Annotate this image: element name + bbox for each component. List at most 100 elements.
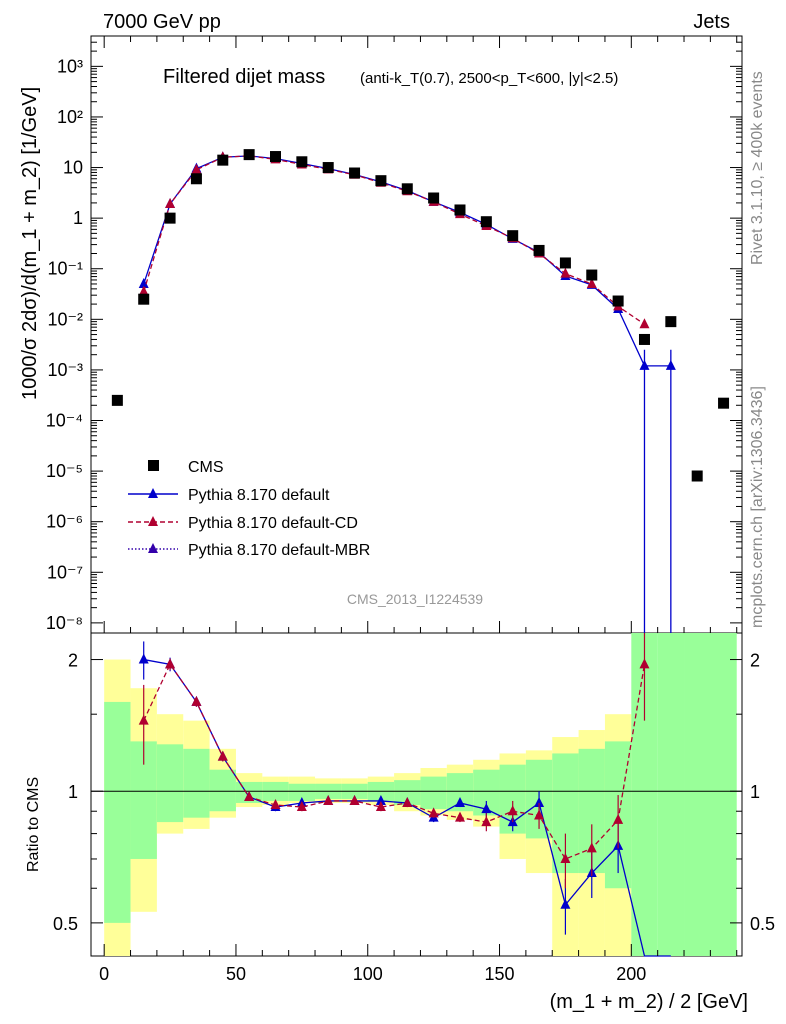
cms-point [480, 216, 492, 228]
ratio-series-point [270, 798, 281, 809]
ratio-series-point [165, 658, 176, 669]
legend-mbr-label: Pythia 8.170 default-MBR [188, 542, 370, 559]
ratio-series-point [138, 714, 149, 725]
cms-point [559, 257, 571, 269]
y-tick-label: 10⁻² [47, 309, 83, 329]
y-tick-label: 10⁻³ [47, 360, 83, 380]
series-point [138, 285, 149, 296]
ratio-series-point [454, 811, 465, 822]
y-tick-label: 10⁻⁸ [46, 613, 83, 633]
ratio-frame [90, 632, 743, 957]
band-green [288, 783, 316, 801]
ratio-y-axis-label: Ratio to CMS [25, 777, 42, 872]
header-right: Jets [693, 11, 730, 33]
ratio-tick-label-right: 2 [750, 651, 760, 671]
ratio-series-point [323, 794, 334, 805]
rivet-label: Rivet 3.1.10, ≥ 400k events [749, 71, 766, 265]
y-tick-label: 10⁻⁵ [46, 461, 83, 481]
cms-point [533, 244, 545, 256]
ratio-tick-label-right: 1 [750, 782, 760, 802]
legend-default-marker [148, 488, 158, 498]
mcplots-label: mcplots.cern.ch [arXiv:1306.3436] [749, 386, 766, 628]
ratio-series-point [534, 796, 545, 807]
band-green [156, 744, 184, 823]
cms-point [507, 230, 519, 242]
x-axis-label: (m_1 + m_2) / 2 [GeV] [550, 991, 748, 1013]
ratio-series-point [244, 791, 255, 802]
cms-point [691, 470, 703, 482]
y-tick-label: 10⁻⁴ [46, 411, 83, 431]
band-green [684, 633, 737, 956]
cms-point [375, 175, 387, 187]
ratio-series-point [534, 809, 545, 820]
ratio-series-point [217, 750, 228, 761]
series-point [560, 267, 571, 278]
y-tick-label: 10⁻⁶ [46, 512, 83, 532]
series-point [191, 163, 202, 174]
cms-point [428, 192, 440, 204]
analysis-watermark: CMS_2013_I1224539 [347, 591, 483, 607]
cms-point [190, 173, 202, 185]
legend: CMS Pythia 8.170 default Pythia 8.170 de… [128, 459, 370, 559]
y-tick-label: 10² [57, 107, 83, 127]
ratio-series-point [639, 658, 650, 669]
cms-point [612, 295, 624, 307]
main-plot-layer [111, 149, 730, 633]
series-line [143, 155, 645, 325]
cms-point [164, 212, 176, 224]
ratio-series-point [481, 816, 492, 827]
series-point [586, 277, 597, 288]
cms-point [138, 293, 150, 305]
cms-point [454, 204, 466, 216]
ratio-series-point [191, 695, 202, 706]
cms-point [718, 397, 730, 409]
ratio-series-line [143, 663, 646, 860]
legend-mbr-marker [148, 543, 158, 553]
ratio-series-point [560, 852, 571, 863]
ratio-series-point [560, 898, 571, 909]
ratio-plot-layer [138, 633, 671, 957]
cms-point [586, 269, 598, 281]
y-tick-label: 10⁻⁷ [47, 562, 83, 582]
chart-title-cuts: (anti-k_T(0.7), 2500<p_T<600, |y|<2.5) [360, 70, 618, 87]
y-tick-label: 10³ [57, 56, 83, 76]
ratio-series-point [481, 803, 492, 814]
x-tick-label: 200 [616, 964, 646, 984]
band-green [104, 701, 131, 923]
ratio-tick-label: 2 [68, 651, 78, 671]
y-tick-label: 1 [73, 208, 83, 228]
legend-cms-label: CMS [188, 459, 224, 476]
cms-point [665, 316, 677, 328]
ratio-series-point [613, 813, 624, 824]
legend-cd-label: Pythia 8.170 default-CD [188, 515, 358, 532]
chart-title-main: Filtered dijet mass [163, 66, 325, 88]
x-tick-label: 150 [484, 964, 514, 984]
y-tick-label: 10 [63, 158, 83, 178]
x-tick-label: 100 [353, 964, 383, 984]
ratio-series-point [138, 653, 149, 664]
ratio-series-point [507, 805, 518, 816]
cms-point [111, 394, 123, 406]
cms-point [217, 154, 229, 166]
band-green [209, 769, 236, 812]
x-tick-label: 0 [99, 964, 109, 984]
ratio-series-point [428, 807, 439, 818]
ratio-series-point [375, 801, 386, 812]
ratio-tick-label: 0.5 [53, 914, 78, 934]
header-left: 7000 GeV pp [103, 11, 221, 33]
ratio-series-point [296, 801, 307, 812]
ratio-series-point [454, 796, 465, 807]
band-green [420, 776, 447, 810]
ratio-series-point [375, 794, 386, 805]
cms-point [322, 162, 334, 174]
x-tick-label: 50 [226, 964, 246, 984]
legend-cms-marker [148, 460, 159, 471]
cms-point [269, 151, 281, 163]
series-point [138, 277, 149, 288]
ratio-tick-label-right: 0.5 [750, 914, 775, 934]
series-point [639, 318, 650, 329]
y-axis-label: 1000/σ 2dσ)/d(m_1 + m_2) [1/GeV] [19, 87, 41, 400]
cms-point [243, 149, 255, 161]
series-point [165, 198, 176, 209]
